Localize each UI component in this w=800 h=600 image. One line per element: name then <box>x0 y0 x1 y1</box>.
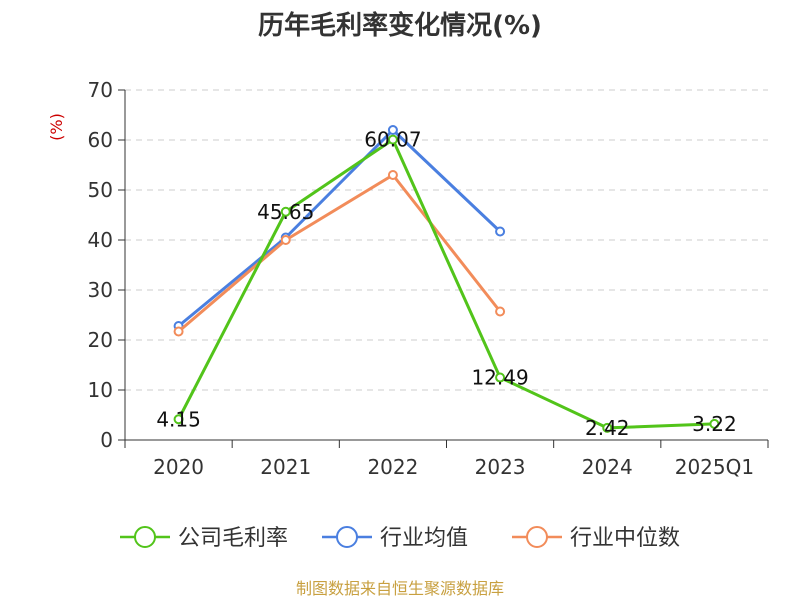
legend-marker <box>336 526 358 548</box>
y-tick-label: 60 <box>88 128 113 152</box>
data-label: 2.42 <box>585 416 630 440</box>
y-tick-label: 0 <box>100 428 113 452</box>
data-point <box>280 206 291 217</box>
data-point <box>173 326 184 337</box>
x-tick-label: 2023 <box>475 455 526 479</box>
data-label: 4.15 <box>156 407 201 431</box>
source-note: 制图数据来自恒生聚源数据库 <box>296 579 504 598</box>
x-tick-label: 2022 <box>367 455 418 479</box>
data-point <box>495 306 506 317</box>
data-point <box>173 414 184 425</box>
series-line <box>177 173 502 333</box>
legend-label: 行业均值 <box>380 526 468 551</box>
legend-label: 公司毛利率 <box>178 526 288 551</box>
x-tick-label: 2020 <box>153 455 204 479</box>
y-tick-label: 30 <box>88 278 113 302</box>
series-lines <box>173 125 720 433</box>
legend-marker <box>134 526 156 548</box>
data-point <box>387 134 398 145</box>
data-point <box>709 418 720 429</box>
y-tick-label: 10 <box>88 378 113 402</box>
x-tick-label: 2025Q1 <box>675 455 754 479</box>
x-tick-label: 2021 <box>260 455 311 479</box>
legend: 公司毛利率 行业均值 行业中位数 <box>120 526 680 551</box>
data-point <box>495 226 506 237</box>
x-tick-label: 2024 <box>582 455 633 479</box>
y-axis-label: (%) <box>47 113 66 141</box>
data-labels: 4.15 45.65 60.07 12.49 2.42 3.22 <box>156 128 736 440</box>
chart-title: 历年毛利率变化情况(%) <box>258 10 542 41</box>
data-label: 45.65 <box>257 200 314 224</box>
series-line <box>177 138 716 430</box>
series-line <box>177 128 502 328</box>
legend-label: 行业中位数 <box>570 526 680 551</box>
axes: 0 10 20 30 40 50 60 70 2020 2021 2022 2023 2024 2025Q… <box>88 78 769 479</box>
legend-marker <box>526 526 548 548</box>
data-label: 12.49 <box>471 366 528 390</box>
y-tick-label: 40 <box>88 228 113 252</box>
data-label: 3.22 <box>692 412 737 436</box>
grid-lines <box>125 89 768 391</box>
data-point <box>387 170 398 180</box>
y-tick-label: 50 <box>88 178 113 202</box>
y-tick-label: 20 <box>88 328 113 352</box>
data-point <box>602 422 613 433</box>
data-label: 60.07 <box>364 128 421 152</box>
data-point <box>387 125 398 135</box>
data-point <box>495 372 506 383</box>
data-point <box>280 235 291 245</box>
y-tick-label: 70 <box>88 78 113 102</box>
